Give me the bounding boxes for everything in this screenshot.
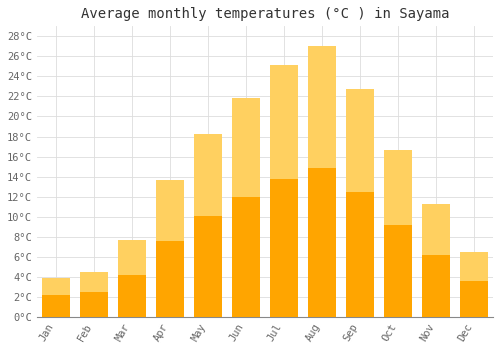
- Bar: [460, 252, 488, 317]
- Bar: [422, 204, 450, 317]
- Bar: [384, 149, 412, 317]
- Bar: [42, 278, 70, 317]
- Bar: [118, 240, 146, 274]
- Bar: [460, 252, 488, 281]
- Bar: [270, 65, 298, 317]
- Bar: [80, 272, 108, 317]
- Bar: [232, 98, 260, 317]
- Bar: [156, 180, 184, 242]
- Bar: [270, 65, 298, 178]
- Bar: [232, 98, 260, 197]
- Bar: [346, 90, 374, 192]
- Bar: [42, 278, 70, 295]
- Bar: [346, 90, 374, 317]
- Bar: [194, 134, 222, 317]
- Bar: [156, 180, 184, 317]
- Bar: [194, 134, 222, 216]
- Bar: [308, 46, 336, 317]
- Bar: [308, 46, 336, 168]
- Bar: [80, 272, 108, 292]
- Title: Average monthly temperatures (°C ) in Sayama: Average monthly temperatures (°C ) in Sa…: [80, 7, 449, 21]
- Bar: [422, 204, 450, 255]
- Bar: [384, 149, 412, 225]
- Bar: [118, 240, 146, 317]
